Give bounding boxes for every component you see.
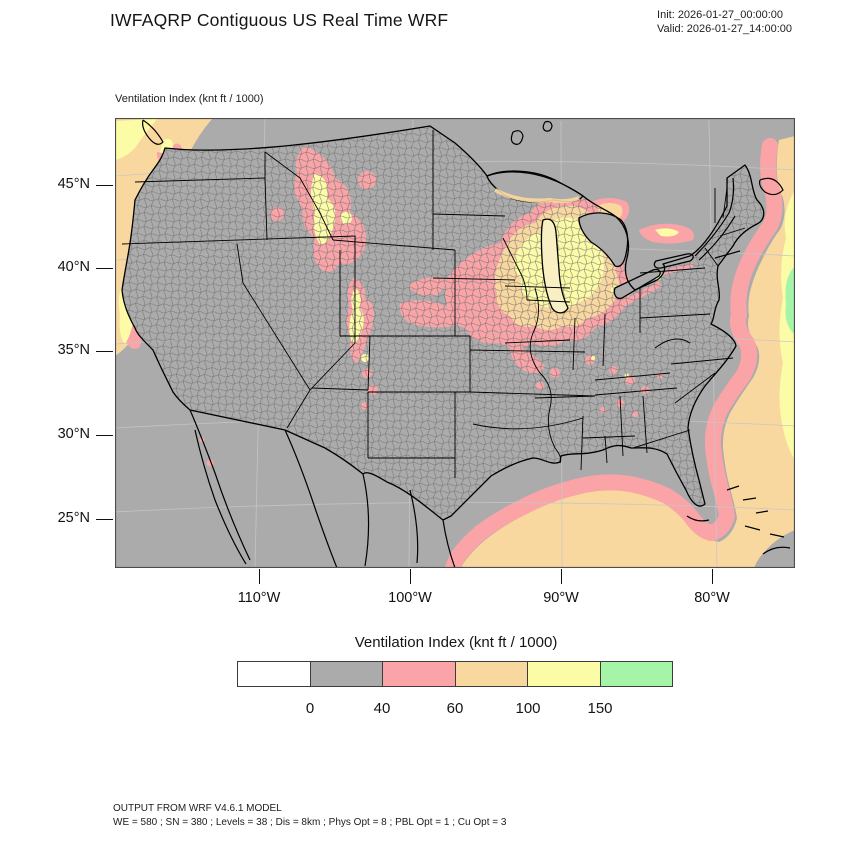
lon-tick-100w — [410, 569, 412, 584]
legend-label-0: 0 — [305, 700, 315, 717]
lon-label-90w: 90°W — [543, 590, 579, 606]
legend-swatch-gray — [310, 662, 383, 686]
lon-label-110w: 110°W — [237, 590, 281, 606]
lon-label-100w: 100°W — [388, 590, 432, 606]
state-borders — [121, 130, 746, 478]
atlantic-green-patch — [785, 266, 795, 335]
lat-label-25n: 25°N — [57, 510, 90, 526]
map-frame — [114, 117, 796, 569]
lon-label-80w: 80°W — [694, 590, 730, 606]
valid-time: Valid: 2026-01-27_14:00:00 — [657, 23, 792, 35]
legend-colorbar — [237, 661, 673, 687]
map-panel — [114, 117, 796, 576]
lon-tick-90w — [561, 569, 563, 584]
lat-tick-30n — [96, 435, 113, 437]
legend-title: Ventilation Index (knt ft / 1000) — [354, 634, 558, 651]
page-title: IWFAQRP Contiguous US Real Time WRF — [110, 10, 449, 30]
great-lakes — [486, 170, 694, 314]
footer-line-1: OUTPUT FROM WRF V4.6.1 MODEL — [113, 803, 282, 814]
footer-line-2: WE = 580 ; SN = 380 ; Levels = 38 ; Dis … — [113, 816, 507, 828]
lat-tick-40n — [96, 268, 113, 270]
legend-swatch-white — [238, 662, 311, 686]
legend-label-150: 150 — [587, 700, 613, 717]
init-time: Init: 2026-01-27_00:00:00 — [657, 9, 784, 21]
lat-tick-25n — [96, 519, 113, 521]
lat-label-45n: 45°N — [57, 176, 90, 192]
us-boundary — [121, 125, 765, 521]
legend-label-100: 100 — [515, 700, 541, 717]
lat-tick-45n — [96, 185, 113, 187]
lake-michigan — [540, 218, 569, 314]
legend-swatch-green — [600, 662, 672, 686]
footer-model-info: OUTPUT FROM WRF V4.6.1 MODEL WE = 580 ; … — [113, 802, 506, 829]
legend-swatch-pink — [383, 662, 456, 686]
lon-tick-110w — [259, 569, 261, 584]
lon-tick-80w — [712, 569, 714, 584]
lat-label-30n: 30°N — [57, 426, 90, 442]
field-label: Ventilation Index (knt ft / 1000) — [115, 93, 264, 105]
legend-label-40: 40 — [373, 700, 391, 717]
legend-swatch-yellow — [528, 662, 601, 686]
superior-south-shore-orange — [494, 188, 580, 204]
atlantic-yellow-band — [779, 190, 795, 460]
pacific-yellow-patch-nw — [115, 119, 157, 160]
se-corner-gray-water — [754, 530, 795, 568]
atlantic-gulf-pink-band — [445, 138, 783, 576]
us-ventilation-map — [114, 117, 796, 576]
lake-erie — [613, 268, 661, 300]
lat-label-35n: 35°N — [57, 342, 90, 358]
non-us-coastlines — [142, 119, 791, 569]
lat-label-40n: 40°N — [57, 259, 90, 275]
run-info: Init: 2026-01-27_00:00:00 Valid: 2026-01… — [657, 8, 792, 36]
atlantic-gulf-tan-water — [461, 136, 795, 568]
legend-swatch-tan — [455, 662, 528, 686]
legend-label-60: 60 — [446, 700, 464, 717]
lat-tick-35n — [96, 351, 113, 353]
